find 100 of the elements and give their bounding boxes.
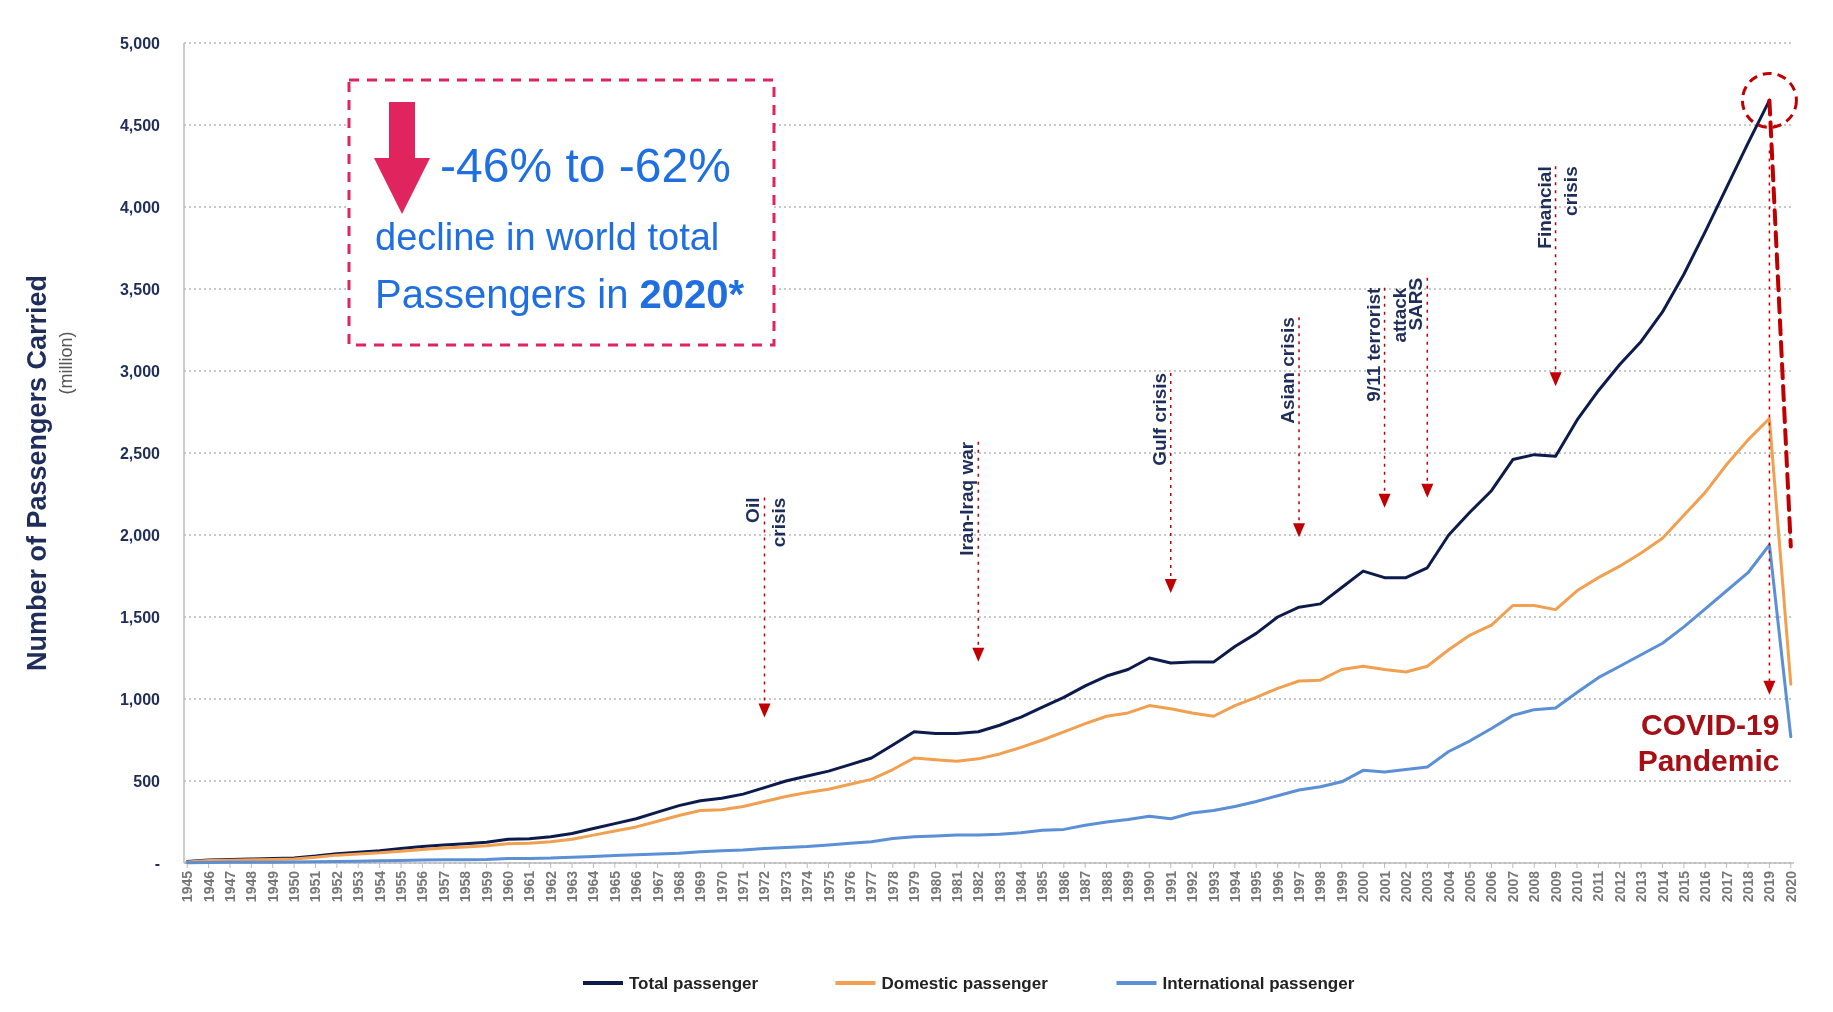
x-tick-label: 1979 — [906, 870, 923, 903]
x-tick-label: 1972 — [756, 870, 773, 903]
x-tick-label: 1986 — [1055, 870, 1072, 903]
ref-line-label: Iran-Iraq war — [956, 441, 978, 556]
x-tick-label: 1967 — [649, 870, 666, 903]
x-tick-label: 2020 — [1782, 870, 1799, 903]
x-tick-label: 1999 — [1333, 870, 1350, 903]
x-tick-label: 1975 — [820, 870, 837, 903]
y-tick-label: 2,500 — [119, 444, 161, 462]
legend-label: International passenger — [1162, 973, 1355, 993]
x-tick-label: 1969 — [692, 870, 709, 903]
x-tick-label: 1989 — [1119, 870, 1136, 903]
x-tick-label: 1946 — [200, 870, 217, 903]
x-tick-label: 1981 — [948, 870, 965, 903]
x-tick-label: 1953 — [350, 870, 367, 903]
x-tick-label: 1983 — [991, 870, 1008, 903]
x-tick-label: 2011 — [1590, 870, 1607, 902]
x-tick-label: 2001 — [1376, 870, 1393, 903]
x-tick-label: 1985 — [1034, 870, 1051, 903]
x-tick-label: 1993 — [1205, 870, 1222, 903]
annotation: Passengers in 2020* — [375, 272, 745, 316]
x-tick-label: 2016 — [1697, 870, 1714, 903]
x-tick-label: 1952 — [328, 870, 345, 903]
y-tick-label: 500 — [133, 772, 161, 790]
y-tick-label: 4,000 — [119, 198, 161, 216]
x-tick-label: 2004 — [1440, 870, 1457, 903]
legend-label: Total passenger — [629, 973, 759, 993]
x-tick-label: 1966 — [628, 870, 645, 903]
x-tick-label: 2015 — [1675, 870, 1692, 903]
x-tick-label: 2005 — [1462, 870, 1479, 903]
x-tick-label: 2010 — [1568, 870, 1585, 903]
y-axis-title: Number of Passengers Carried (million) — [22, 274, 76, 672]
annotation: decline in world total — [375, 216, 720, 258]
x-tick-label: 2006 — [1483, 870, 1500, 903]
x-tick-label: 1949 — [264, 870, 281, 903]
ref-line-label: Oil crisis — [742, 497, 790, 548]
x-tick-label: 1965 — [606, 870, 623, 903]
x-tick-label: 1959 — [478, 870, 495, 903]
x-tick-label: 2012 — [1611, 870, 1628, 903]
x-tick-label: 1980 — [927, 870, 944, 903]
x-tick-label: 2003 — [1419, 870, 1436, 903]
x-tick-label: 2000 — [1355, 870, 1372, 903]
x-tick-label: 1998 — [1312, 870, 1329, 903]
y-tick-label: 1,500 — [119, 608, 161, 626]
x-tick-label: 1963 — [564, 870, 581, 903]
y-tick-label: 3,000 — [119, 362, 161, 380]
x-tick-label: 2018 — [1740, 870, 1757, 903]
y-tick-label: 4,500 — [119, 116, 161, 134]
x-tick-label: 1945 — [179, 870, 196, 903]
x-tick-label: 1956 — [414, 870, 431, 903]
annotation: -46% to -62% — [440, 139, 731, 192]
x-tick-label: 2009 — [1547, 870, 1564, 903]
x-tick-label: 1996 — [1269, 870, 1286, 903]
x-tick-label: 1995 — [1248, 870, 1265, 903]
ref-line-label: Asian crisis — [1277, 317, 1299, 424]
x-tick-label: 1971 — [735, 870, 752, 903]
x-tick-label: 1968 — [670, 870, 687, 903]
x-tick-label: 1990 — [1141, 870, 1158, 903]
x-tick-label: 1970 — [713, 870, 730, 903]
x-tick-label: 1960 — [499, 870, 516, 903]
x-tick-label: 1992 — [1184, 870, 1201, 903]
y-tick-label: 2,000 — [119, 526, 161, 544]
x-tick-label: 1978 — [884, 870, 901, 903]
ref-line-label: Gulf crisis — [1148, 372, 1170, 466]
x-tick-label: 2002 — [1397, 870, 1414, 903]
x-tick-label: 2008 — [1526, 870, 1543, 903]
x-tick-label: 1984 — [1013, 870, 1030, 903]
x-tick-label: 2017 — [1718, 870, 1735, 903]
ref-line-label: Financial crisis — [1533, 166, 1581, 249]
x-tick-label: 1954 — [371, 870, 388, 903]
y-tick-label: 5,000 — [119, 34, 161, 52]
x-tick-label: 1958 — [457, 870, 474, 903]
x-tick-label: 1976 — [842, 870, 859, 903]
x-tick-label: 1964 — [585, 870, 602, 903]
x-tick-label: 2014 — [1654, 870, 1671, 903]
y-tick-label: 3,500 — [119, 280, 161, 298]
x-tick-label: 1951 — [307, 870, 324, 903]
x-tick-label: 2019 — [1761, 870, 1778, 903]
x-tick-label: 1973 — [777, 870, 794, 903]
x-tick-label: 1947 — [221, 870, 238, 903]
x-tick-label: 1950 — [286, 870, 303, 903]
y-tick-label: - — [154, 854, 160, 872]
legend-label: Domestic passenger — [881, 973, 1049, 993]
x-tick-label: 1974 — [799, 870, 816, 903]
ref-line-label: COVID-19 Pandemic — [1637, 707, 1780, 777]
x-tick-label: 1955 — [393, 870, 410, 903]
x-tick-label: 1962 — [542, 870, 559, 903]
y-tick-label: 1,000 — [119, 690, 161, 708]
x-tick-label: 1994 — [1226, 870, 1243, 903]
x-tick-label: 1977 — [863, 870, 880, 903]
x-tick-label: 1991 — [1162, 870, 1179, 903]
x-tick-label: 1957 — [435, 870, 452, 903]
x-tick-label: 1987 — [1077, 870, 1094, 903]
x-tick-label: 1997 — [1291, 870, 1308, 903]
x-tick-label: 1982 — [970, 870, 987, 903]
x-tick-label: 1948 — [243, 870, 260, 903]
x-tick-label: 1961 — [521, 870, 538, 903]
x-tick-label: 1988 — [1098, 870, 1115, 903]
x-tick-label: 2013 — [1633, 870, 1650, 903]
x-tick-label: 2007 — [1504, 870, 1521, 903]
